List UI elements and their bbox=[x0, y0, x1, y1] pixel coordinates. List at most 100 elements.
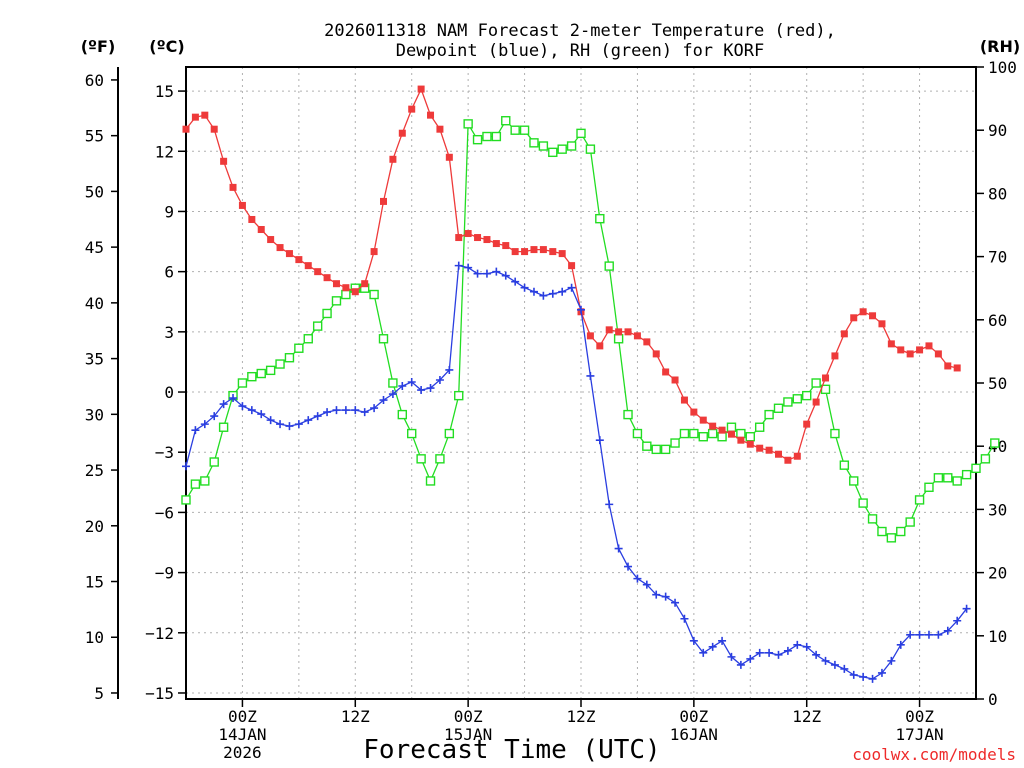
data-point-rh bbox=[877, 526, 887, 537]
data-point-temperature bbox=[596, 342, 604, 350]
data-point-rh bbox=[284, 353, 295, 363]
fahrenheit-tick-label: 15 bbox=[85, 573, 104, 592]
data-point-temperature bbox=[652, 350, 660, 358]
data-point-dewpoint bbox=[210, 412, 219, 421]
data-point-temperature bbox=[737, 436, 745, 444]
data-point-dewpoint bbox=[285, 422, 294, 431]
data-point-rh bbox=[576, 128, 586, 139]
data-point-rh bbox=[303, 334, 313, 344]
data-point-rh bbox=[416, 454, 426, 464]
data-point-temperature bbox=[314, 268, 322, 276]
data-point-rh bbox=[341, 289, 351, 300]
data-point-dewpoint bbox=[417, 386, 426, 395]
data-point-temperature bbox=[718, 426, 726, 434]
celsius-tick-label: −12 bbox=[145, 624, 174, 643]
data-point-rh bbox=[519, 125, 530, 135]
rh-tick-label: 30 bbox=[988, 500, 1007, 519]
data-point-rh bbox=[783, 397, 793, 407]
fahrenheit-tick-label: 60 bbox=[85, 71, 104, 90]
data-point-temperature bbox=[840, 330, 848, 338]
data-point-temperature bbox=[229, 183, 237, 191]
data-point-rh bbox=[529, 138, 539, 148]
data-point-temperature bbox=[822, 374, 830, 382]
time-tick-label: 00Z bbox=[679, 707, 708, 726]
data-point-dewpoint bbox=[877, 668, 886, 677]
data-point-rh bbox=[190, 479, 201, 489]
fahrenheit-tick-label: 30 bbox=[85, 405, 104, 424]
data-point-rh bbox=[933, 473, 944, 483]
data-point-rh bbox=[463, 119, 473, 129]
time-tick-date: 14JAN bbox=[218, 725, 266, 744]
fahrenheit-tick-label: 50 bbox=[85, 182, 104, 201]
series-line bbox=[185, 119, 996, 539]
data-point-dewpoint bbox=[332, 406, 341, 415]
data-point-rh bbox=[454, 390, 464, 401]
data-point-dewpoint bbox=[812, 650, 821, 659]
data-point-temperature bbox=[474, 234, 482, 242]
data-point-dewpoint bbox=[266, 416, 275, 425]
rh-tick-label: 70 bbox=[988, 248, 1007, 267]
data-point-temperature bbox=[445, 153, 453, 161]
series-temperature bbox=[182, 85, 961, 464]
data-point-temperature bbox=[643, 338, 651, 346]
time-tick-label: 00Z bbox=[228, 707, 257, 726]
data-point-dewpoint bbox=[407, 377, 416, 386]
data-point-temperature bbox=[812, 398, 820, 406]
data-point-rh bbox=[689, 428, 699, 439]
data-point-temperature bbox=[370, 248, 378, 256]
data-point-rh bbox=[990, 438, 1000, 448]
data-point-temperature bbox=[934, 350, 942, 358]
data-point-dewpoint bbox=[736, 660, 745, 669]
data-point-rh bbox=[435, 454, 445, 464]
data-point-temperature bbox=[483, 236, 491, 244]
data-point-rh bbox=[726, 422, 737, 432]
data-point-rh bbox=[670, 438, 680, 448]
data-point-rh bbox=[548, 147, 558, 158]
data-point-temperature bbox=[662, 368, 670, 376]
data-point-dewpoint bbox=[323, 408, 332, 417]
data-point-temperature bbox=[633, 332, 641, 340]
rh-tick-label: 60 bbox=[988, 311, 1007, 330]
data-point-rh bbox=[792, 394, 803, 404]
series-layer bbox=[181, 85, 1000, 683]
data-point-temperature bbox=[605, 326, 613, 334]
celsius-tick-label: −15 bbox=[145, 684, 174, 703]
data-point-temperature bbox=[220, 157, 228, 165]
data-point-temperature bbox=[549, 248, 557, 256]
data-point-dewpoint bbox=[464, 263, 473, 272]
data-point-temperature bbox=[511, 248, 519, 256]
fahrenheit-tick-label: 25 bbox=[85, 461, 104, 480]
data-point-rh bbox=[849, 476, 859, 486]
data-point-dewpoint bbox=[200, 420, 209, 429]
data-point-dewpoint bbox=[642, 580, 651, 589]
data-point-rh bbox=[472, 134, 483, 145]
data-point-temperature bbox=[784, 456, 792, 464]
data-point-rh bbox=[491, 131, 502, 142]
time-tick-year: 2026 bbox=[223, 743, 262, 762]
data-point-dewpoint bbox=[962, 604, 971, 613]
data-point-temperature bbox=[624, 328, 632, 336]
data-point-dewpoint bbox=[492, 267, 501, 276]
celsius-axis: 15 12 9 6 3 0 −3 −6 −9 −12 −15 bbox=[145, 82, 186, 703]
data-point-dewpoint bbox=[435, 375, 444, 384]
unit-label-celsius: (ºC) bbox=[149, 37, 184, 56]
data-point-rh bbox=[961, 469, 972, 480]
data-point-dewpoint bbox=[520, 283, 529, 292]
rh-axis: 1009080706050403020100 bbox=[976, 58, 1017, 709]
data-point-temperature bbox=[210, 125, 218, 133]
data-point-rh bbox=[585, 144, 596, 154]
data-point-rh bbox=[736, 428, 746, 439]
grid-lines bbox=[186, 67, 976, 699]
data-point-dewpoint bbox=[482, 269, 491, 278]
data-point-dewpoint bbox=[727, 652, 736, 661]
data-point-temperature bbox=[906, 350, 914, 358]
credit-link[interactable]: coolwx.com/models bbox=[852, 745, 1016, 764]
data-point-dewpoint bbox=[859, 672, 868, 681]
data-point-dewpoint bbox=[360, 408, 369, 417]
fahrenheit-axis: 60 55 50 45 40 35 30 25 20 15 10 5 bbox=[85, 71, 118, 703]
fahrenheit-tick-label: 20 bbox=[85, 517, 104, 536]
data-point-rh bbox=[839, 460, 850, 470]
fahrenheit-tick-label: 55 bbox=[85, 127, 104, 146]
data-point-temperature bbox=[869, 312, 877, 320]
